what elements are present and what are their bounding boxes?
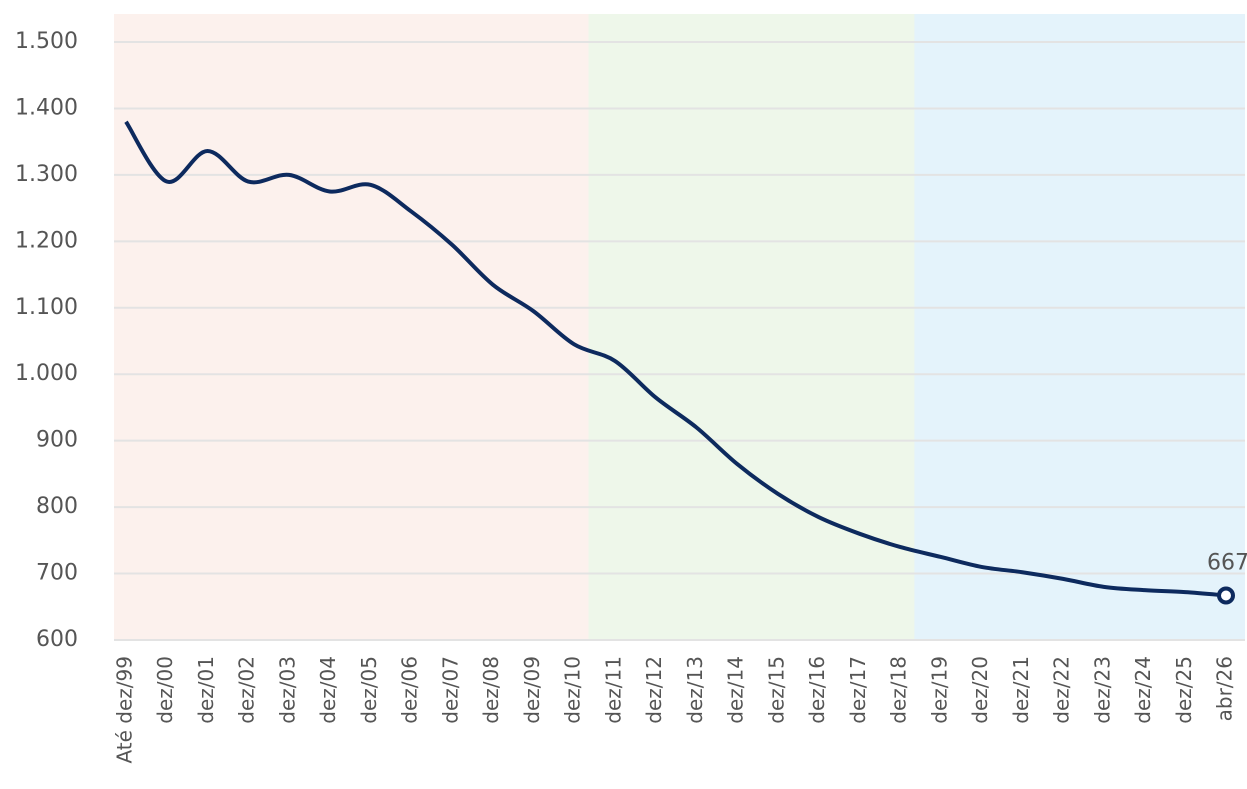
y-tick-label: 1.000 [15,361,78,386]
x-tick-label: dez/22 [1050,656,1074,724]
x-tick-label: dez/17 [846,656,870,724]
x-tick-label: dez/10 [561,656,585,724]
period-band [114,14,589,640]
x-tick-label: dez/25 [1172,656,1196,724]
x-tick-label: dez/13 [683,656,707,724]
data-line [124,120,1227,598]
x-tick-label: dez/05 [357,656,381,724]
y-tick-label: 1.400 [15,95,78,120]
y-tick-label: 700 [36,561,78,586]
x-tick-label: dez/08 [479,656,503,724]
x-tick-label: dez/04 [316,656,340,724]
x-tick-label: dez/01 [194,656,218,724]
y-tick-label: 600 [36,627,78,652]
x-tick-label: dez/23 [1090,656,1114,724]
x-tick-label: dez/11 [601,656,625,724]
y-tick-label: 1.300 [15,162,78,187]
x-tick-label: dez/12 [642,656,666,724]
period-band [914,14,1245,640]
x-tick-label: dez/15 [764,656,788,724]
x-tick-label: dez/14 [724,656,748,724]
x-tick-label: dez/02 [235,656,259,724]
x-tick-label: dez/09 [520,656,544,724]
x-tick-label: dez/07 [438,656,462,724]
x-tick-label: Até dez/99 [113,656,137,764]
y-tick-label: 900 [36,428,78,453]
x-tick-label: abr/26 [1213,656,1237,721]
x-tick-label: dez/06 [398,656,422,724]
x-tick-label: dez/19 [927,656,951,724]
x-tick-label: dez/00 [153,656,177,724]
x-tick-label: dez/21 [1009,656,1033,724]
end-marker [1217,586,1235,605]
y-tick-label: 1.100 [15,295,78,320]
y-tick-label: 800 [36,494,78,519]
y-tick-label: 1.200 [15,228,78,253]
x-tick-label: dez/20 [968,656,992,724]
x-tick-label: dez/03 [275,656,299,724]
x-tick-label: dez/16 [805,656,829,724]
y-tick-label: 1.500 [15,29,78,54]
x-tick-label: dez/18 [887,656,911,724]
x-tick-label: dez/24 [1131,656,1155,724]
value-label: 667 [1207,550,1247,575]
